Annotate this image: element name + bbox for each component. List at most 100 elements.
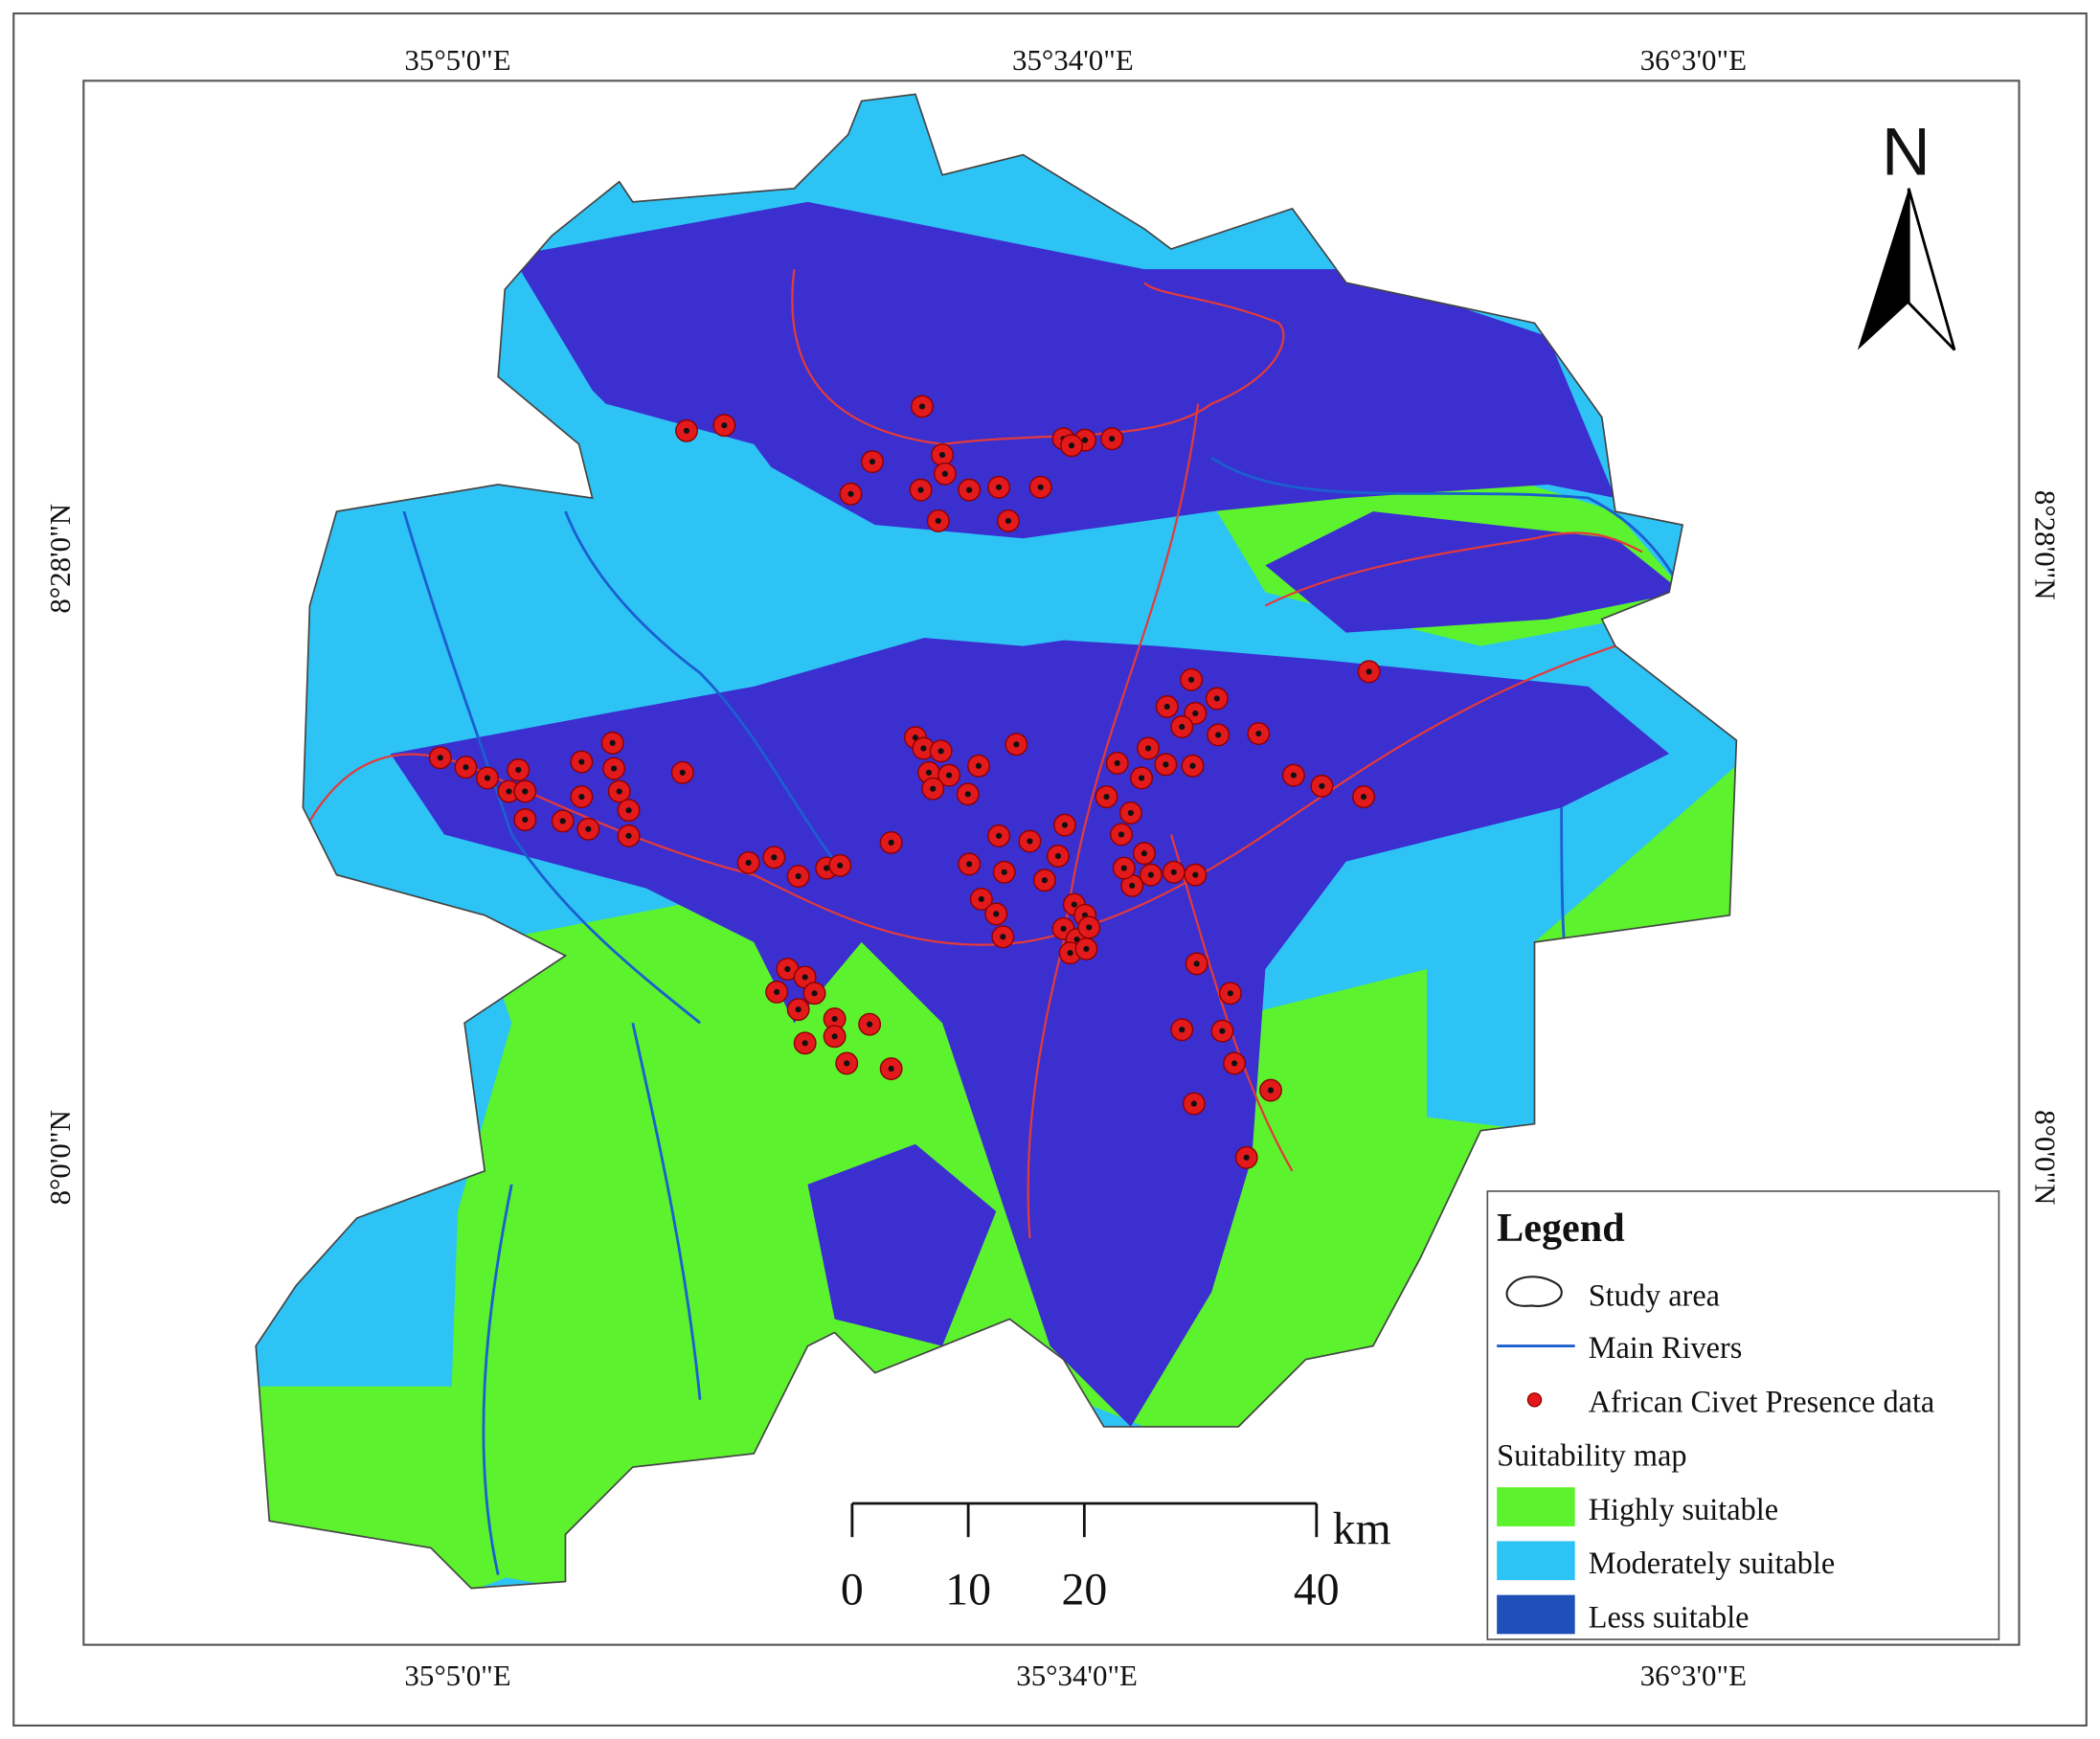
presence-point-center — [578, 794, 585, 801]
presence-point-center — [831, 1033, 838, 1040]
presence-point-center — [1192, 871, 1199, 878]
low-zone — [511, 201, 1615, 539]
legend-item: African Civet Presence data — [1589, 1384, 1935, 1418]
legend-class-label: Moderately suitable — [1589, 1546, 1836, 1580]
presence-point-center — [867, 1021, 873, 1028]
presence-point-center — [935, 517, 941, 525]
presence-point-center — [918, 403, 926, 410]
presence-point-center — [522, 788, 529, 795]
legend-swatch — [1497, 1541, 1575, 1581]
presence-point-center — [1138, 775, 1145, 781]
graticule-label: 35°5'0"E — [404, 1659, 510, 1692]
graticule-label: 8°0'0"N — [2028, 1110, 2062, 1205]
north-arrow — [1857, 188, 1909, 350]
presence-point-center — [1118, 831, 1125, 838]
presence-point-center — [515, 766, 522, 774]
presence-point-center — [745, 859, 752, 867]
legend-swatch — [1497, 1487, 1575, 1526]
presence-point-center — [1005, 517, 1012, 525]
presence-point-center — [795, 1006, 802, 1013]
graticule-label: 8°0'0"N — [43, 1110, 77, 1205]
scale-tick-label: 0 — [841, 1564, 864, 1615]
presence-point-center — [784, 965, 791, 973]
presence-point-center — [1037, 484, 1044, 490]
presence-point-center — [625, 832, 632, 839]
presence-point-center — [1267, 1087, 1275, 1094]
legend-title: Legend — [1497, 1206, 1625, 1251]
river — [631, 1022, 702, 1400]
presence-point-center — [437, 755, 443, 761]
presence-point-center — [522, 816, 529, 824]
presence-point-center — [925, 769, 933, 776]
road — [1027, 403, 1200, 1239]
graticule-label: 8°28'0"N — [2028, 490, 2062, 600]
presence-point-center — [1013, 741, 1020, 748]
north-label: N — [1882, 114, 1931, 190]
legend-class-label: Less suitable — [1589, 1599, 1750, 1634]
presence-point-center — [1129, 882, 1136, 889]
presence-point-center — [795, 872, 802, 880]
presence-point-center — [1219, 1028, 1226, 1034]
presence-point-center — [609, 739, 616, 746]
presence-point-center — [966, 861, 973, 868]
legend-classes: Highly suitable Moderately suitable Less s… — [1497, 1487, 1836, 1635]
presence-point-center — [1193, 960, 1200, 967]
presence-point-center — [945, 772, 953, 779]
legend-item: Study area — [1589, 1277, 1720, 1312]
presence-point-center — [1170, 869, 1177, 875]
presence-point-center — [978, 895, 984, 903]
presence-point-center — [1213, 695, 1220, 702]
presence-point-center — [1027, 838, 1033, 845]
scale-unit: km — [1333, 1503, 1391, 1554]
presence-point-center — [888, 839, 894, 846]
presence-point-center — [611, 765, 618, 772]
presence-point-center — [964, 791, 971, 798]
presence-point-center — [1086, 924, 1093, 931]
river — [1210, 456, 1684, 594]
scale-tick-label: 40 — [1294, 1564, 1340, 1615]
presence-point-center — [1319, 782, 1325, 789]
presence-point-center — [1068, 442, 1075, 449]
presence-point-center — [824, 865, 830, 871]
presence-point-center — [1366, 668, 1372, 675]
moderate-zone — [592, 403, 795, 512]
presence-point-center — [920, 745, 927, 752]
presence-point-center — [869, 459, 876, 465]
presence-point-center — [1147, 871, 1155, 878]
presence-point-center — [1255, 730, 1262, 737]
presence-point-center — [616, 788, 622, 795]
graticule-label: 35°5'0"E — [404, 43, 510, 77]
legend-area-icon — [1505, 1276, 1563, 1307]
presence-point-center — [995, 832, 1003, 839]
presence-point-center — [1109, 436, 1116, 442]
graticule-label: 35°34'0"E — [1016, 1659, 1138, 1692]
legend-item: Main Rivers — [1589, 1330, 1743, 1365]
legend-swatch — [1497, 1594, 1575, 1635]
graticule-label: 36°3'0"E — [1640, 43, 1747, 77]
presence-point-center — [1054, 852, 1062, 860]
presence-point-center — [937, 748, 944, 755]
presence-point-center — [1060, 925, 1067, 932]
legend-class-label: Highly suitable — [1589, 1492, 1778, 1526]
presence-point-center — [1067, 950, 1073, 957]
scale-bar: km 0 10 20 40 — [841, 1502, 1391, 1615]
presence-point-center — [585, 825, 592, 832]
presence-point-center — [1083, 945, 1090, 953]
presence-point-center — [578, 758, 585, 765]
presence-point-center — [831, 1015, 838, 1023]
presence-point-center — [938, 451, 946, 459]
graticule-label: 35°34'0"E — [1012, 43, 1134, 77]
presence-point-center — [1114, 759, 1120, 767]
presence-point-center — [1041, 877, 1048, 884]
graticule-label: 8°28'0"N — [43, 504, 77, 614]
presence-point-center — [802, 1040, 808, 1047]
presence-point-center — [1140, 850, 1147, 857]
presence-point-center — [837, 862, 844, 869]
presence-point-center — [559, 818, 566, 824]
legend-subtitle: Suitability map — [1497, 1438, 1686, 1473]
presence-point-center — [683, 427, 690, 434]
low-zone — [807, 1143, 997, 1346]
presence-point-center — [811, 990, 818, 997]
presence-point-center — [1071, 901, 1077, 908]
